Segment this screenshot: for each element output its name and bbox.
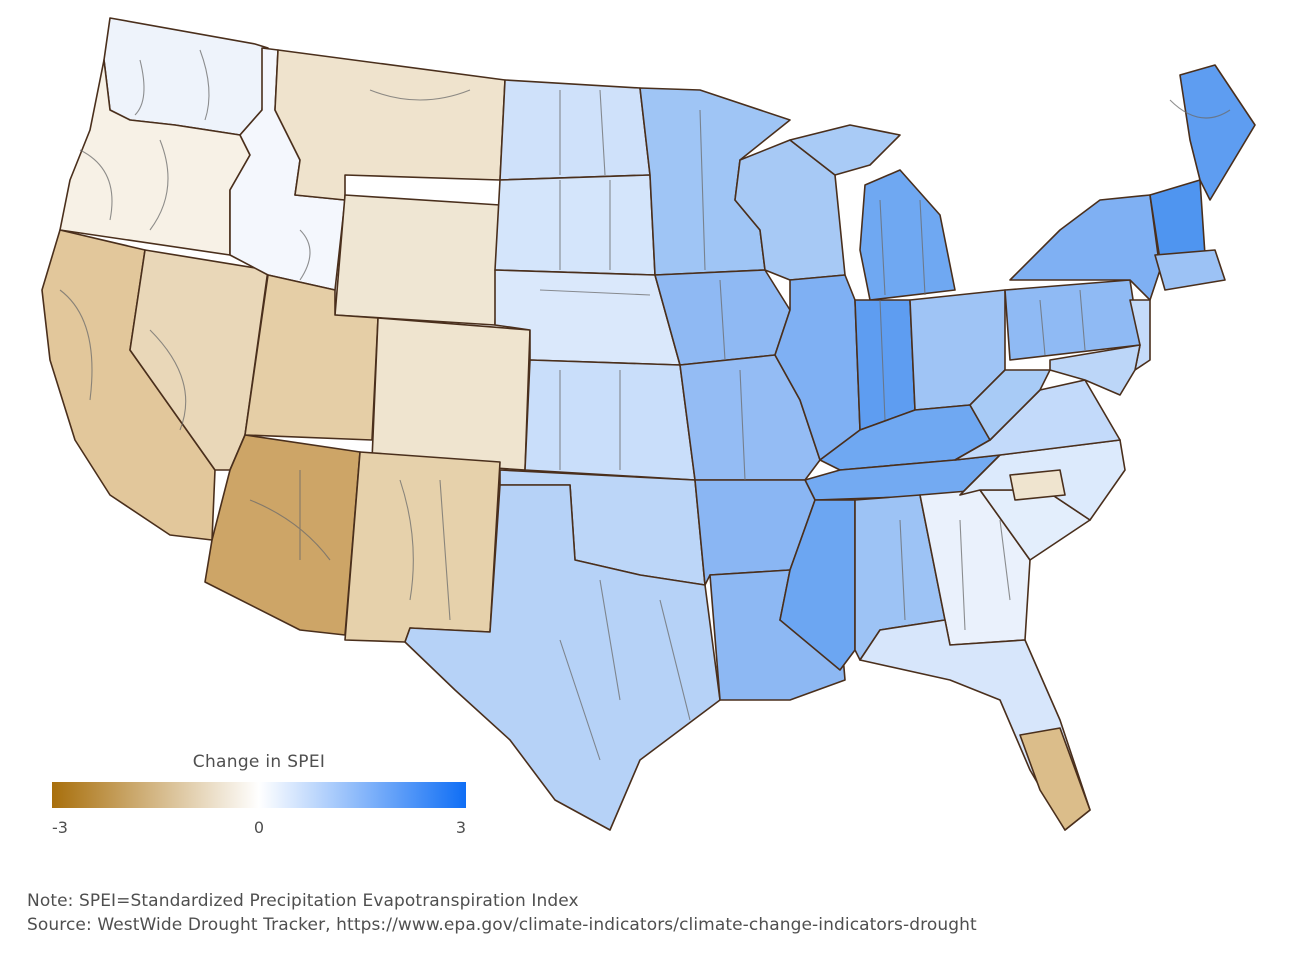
state-kansas	[524, 359, 696, 481]
state-washington	[103, 17, 269, 136]
legend-ticks: -3 0 3	[52, 818, 466, 840]
legend-tick-mid: 0	[253, 818, 265, 837]
state-new-mexico	[344, 451, 501, 643]
legend-title: Change in SPEI	[192, 752, 326, 772]
state-vermont-nh	[1149, 179, 1206, 261]
note-text: Note: SPEI=Standardized Precipitation Ev…	[27, 891, 579, 911]
state-florida	[859, 619, 1091, 831]
state-colorado	[371, 317, 531, 471]
state-maryland-delaware	[1049, 344, 1141, 396]
state-texas	[404, 484, 721, 831]
florida-south-dry	[1019, 727, 1091, 831]
nc-dry-patch	[1009, 469, 1066, 501]
state-north-dakota	[499, 79, 651, 181]
state-wyoming	[334, 194, 501, 326]
legend-tick-max: 3	[455, 818, 466, 837]
state-south-dakota	[494, 174, 656, 276]
legend-tick-min: -3	[52, 818, 68, 837]
state-maine	[1179, 64, 1256, 201]
state-michigan-up	[789, 124, 901, 176]
legend: Change in SPEI -3 0 3	[52, 752, 466, 840]
state-new-jersey	[1129, 299, 1151, 371]
source-text: Source: WestWide Drought Tracker, https:…	[27, 915, 977, 935]
state-montana	[274, 49, 506, 201]
state-michigan	[859, 169, 956, 301]
us-climate-division-map	[41, 17, 1256, 831]
state-massachusetts-ct-ri	[1154, 249, 1226, 291]
footnotes: Note: SPEI=Standardized Precipitation Ev…	[27, 889, 977, 937]
state-west-virginia	[969, 369, 1051, 441]
legend-color-bar	[52, 782, 466, 808]
